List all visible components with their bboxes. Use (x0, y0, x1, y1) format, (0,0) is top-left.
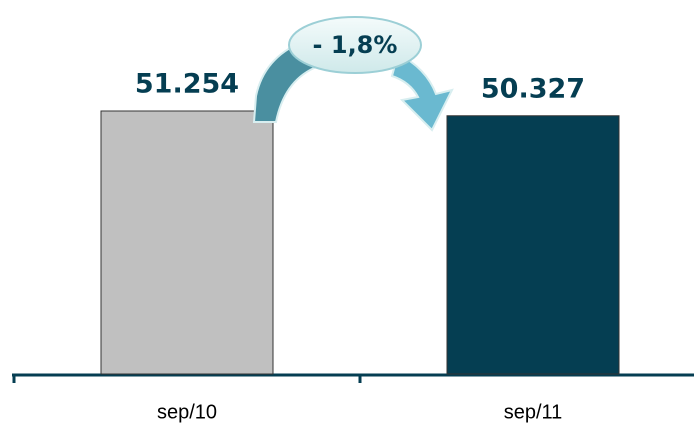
value-label: 51.254 (135, 69, 239, 100)
x-tick-label: sep/10 (157, 401, 217, 423)
value-label: 50.327 (481, 73, 585, 104)
annotation-bubble (288, 16, 422, 74)
arrow-right (390, 52, 454, 132)
x-tick-label: sep/11 (504, 401, 563, 423)
bar (100, 110, 274, 375)
annotation: - 1,8% (313, 31, 398, 59)
bar (446, 115, 620, 375)
